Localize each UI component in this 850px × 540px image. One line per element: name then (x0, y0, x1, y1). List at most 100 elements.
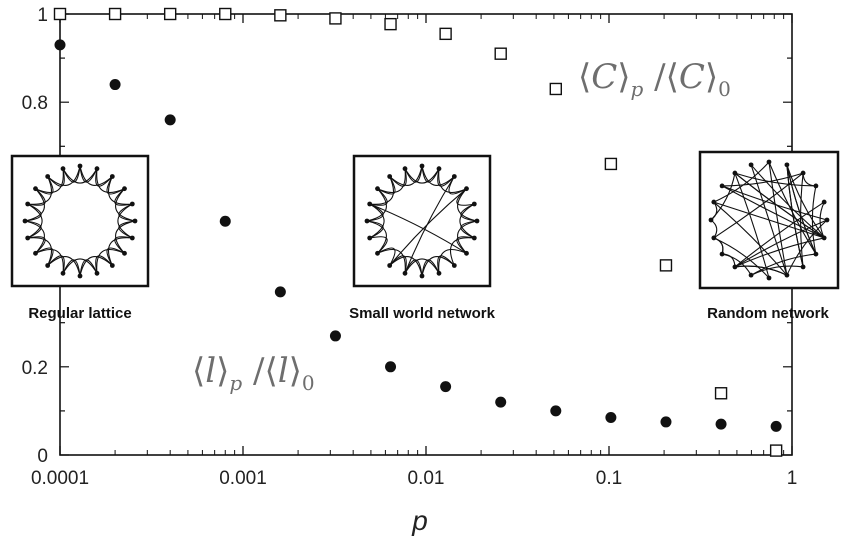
network-node (732, 170, 738, 176)
network-edge (404, 168, 440, 184)
network-node (364, 218, 370, 224)
network-node (109, 174, 115, 179)
y-tick-label: 0.2 (22, 358, 48, 379)
clustering-point (219, 7, 232, 21)
series-label-part: ⟩ (216, 351, 229, 391)
path-length-point (660, 416, 672, 428)
network-node (821, 235, 827, 241)
series-label-part: C (591, 57, 617, 97)
network-node (766, 159, 772, 165)
network-edge (750, 164, 825, 239)
data-markers (53, 7, 783, 457)
x-tick-label: 0.1 (596, 468, 622, 489)
network-edge (713, 172, 804, 239)
network-node (367, 235, 373, 241)
clustering-point (604, 157, 618, 171)
clustering-point (769, 444, 783, 457)
network-edge (79, 256, 113, 277)
network-edge (721, 253, 752, 276)
network-node (94, 166, 100, 172)
network-node (94, 270, 100, 276)
network-edge (734, 219, 828, 268)
y-tick-label: 0.8 (22, 93, 48, 114)
network-node (25, 201, 31, 207)
inset-regular: Regular lattice (10, 154, 150, 322)
clustering-point (494, 47, 507, 60)
network-edge (457, 188, 478, 222)
network-edge (27, 237, 52, 266)
clustering-point (549, 82, 562, 96)
network-node (471, 235, 477, 241)
x-tick-label: 0.01 (408, 468, 445, 489)
network-node (813, 251, 819, 257)
series-label-part: /⟨ (643, 57, 679, 97)
series-label-part: ⟨ (578, 57, 591, 97)
clustering-point (439, 27, 452, 41)
network-edge (47, 256, 81, 277)
network-edge (734, 172, 770, 279)
series-label-part: p (631, 77, 644, 101)
network-edge (721, 185, 828, 221)
path-length-point (385, 361, 397, 373)
series-label-part: ⟩ (617, 57, 630, 97)
network-node (800, 264, 806, 270)
path-length-point (770, 420, 782, 432)
network-edge (786, 164, 825, 239)
network-node (748, 272, 754, 278)
network-edge (377, 249, 406, 274)
network-node (129, 235, 135, 241)
path-length-point (495, 396, 507, 408)
series-label-part: 0 (718, 77, 731, 101)
network-edge (457, 220, 478, 254)
inset-caption: Small world network (349, 305, 496, 322)
network-edge (389, 256, 423, 277)
network-node (451, 263, 457, 268)
network-node (402, 166, 408, 172)
network-node (464, 186, 469, 192)
path-length-point (274, 286, 286, 298)
network-node (784, 272, 790, 278)
network-node (451, 174, 457, 179)
network-node (33, 186, 38, 192)
clustering-point (329, 12, 342, 25)
path-length-point (109, 79, 121, 91)
network-edge (115, 188, 136, 222)
clustering-point (659, 259, 673, 272)
network-node (22, 218, 28, 224)
clustering-point (53, 7, 67, 21)
network-edge (24, 220, 45, 254)
path-length-series-label: ⟨l⟩p /⟨l⟩0 (192, 351, 315, 395)
x-tick-label: 1 (787, 468, 798, 489)
series-label-part: ⟩ (289, 351, 302, 391)
path-length-point (605, 412, 617, 424)
network-node (77, 273, 83, 279)
network-node (711, 235, 717, 241)
network-node (813, 183, 819, 189)
network-edge (377, 168, 406, 193)
network-node (784, 162, 790, 168)
network-edge (768, 161, 788, 276)
network-edge (819, 201, 825, 239)
clustering-point (384, 17, 397, 31)
clustering-point (163, 7, 177, 21)
path-length-point (550, 405, 562, 417)
network-node (474, 218, 480, 224)
network-node (375, 186, 380, 192)
path-length-point (164, 114, 176, 126)
network-edge (96, 168, 125, 193)
network-edge (811, 185, 817, 255)
network-node (824, 217, 830, 223)
network-node (45, 263, 51, 268)
network-node (367, 201, 373, 207)
network-node (109, 263, 115, 268)
network-edge (786, 164, 817, 255)
clustering-point (108, 7, 122, 21)
network-edge (710, 172, 736, 221)
inset-caption: Regular lattice (28, 305, 131, 322)
network-edge (438, 249, 467, 274)
network-edge (800, 173, 804, 267)
path-length-point (715, 418, 727, 430)
network-edge (421, 256, 455, 277)
network-node (464, 250, 469, 256)
